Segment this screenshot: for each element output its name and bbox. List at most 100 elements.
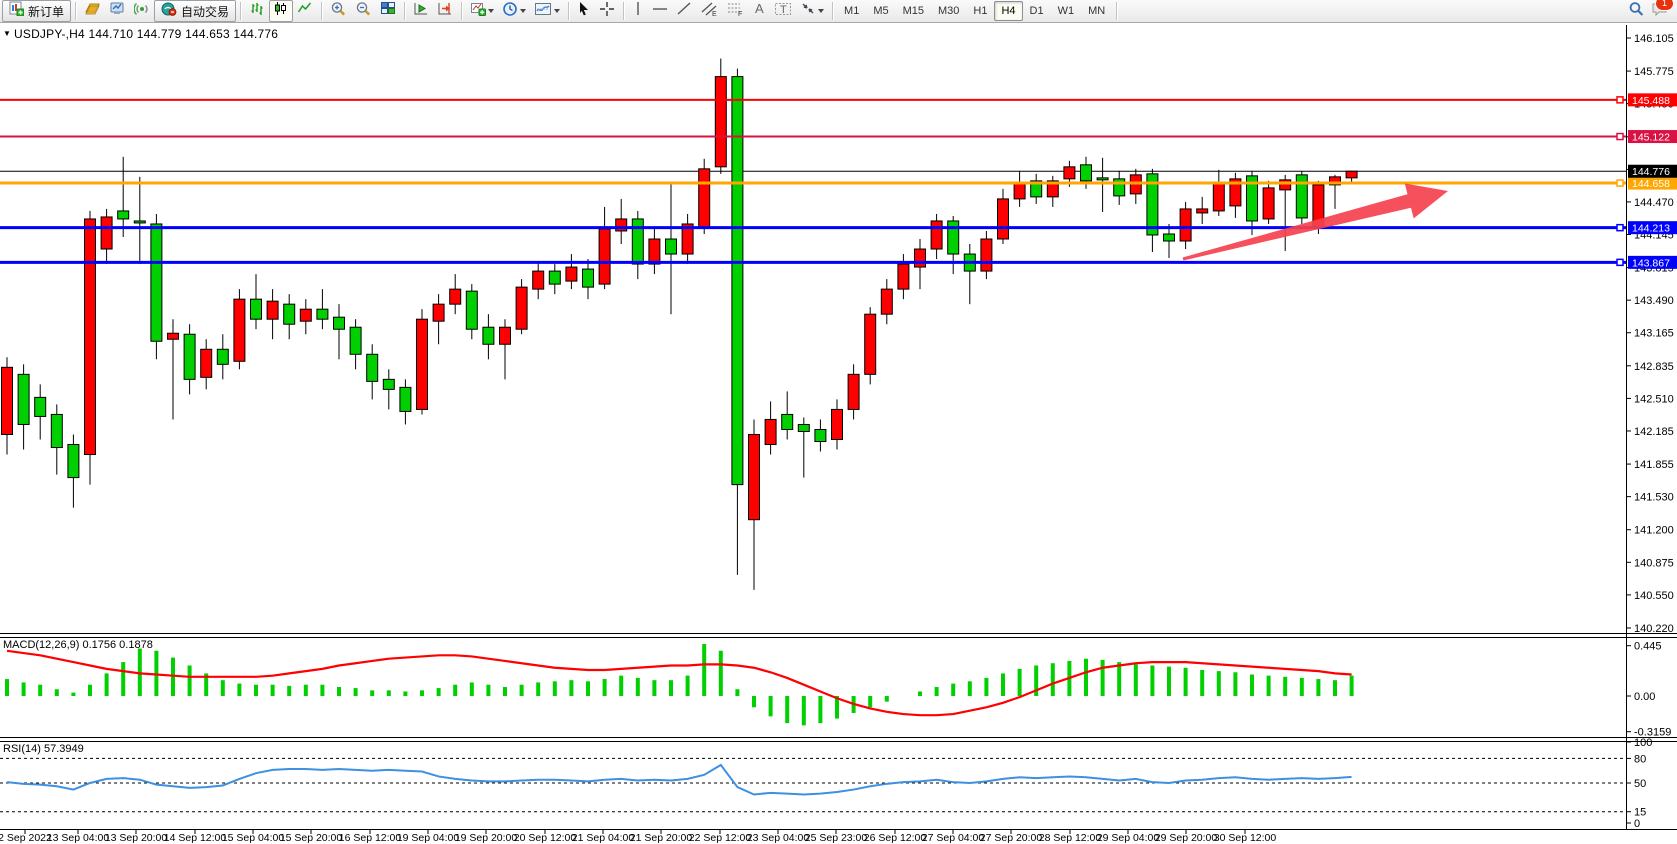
notifications-button[interactable]: 1 xyxy=(1651,0,1674,22)
chart-dropdown-icon[interactable]: ▼ xyxy=(3,29,11,38)
svg-text:27 Sep 04:00: 27 Sep 04:00 xyxy=(922,832,985,844)
svg-text:143.490: 143.490 xyxy=(1634,295,1674,307)
horizontal-lines-layer[interactable] xyxy=(0,96,1626,267)
svg-text:A: A xyxy=(755,1,764,16)
equidistant-channel-icon: E xyxy=(700,1,718,22)
indicators-button[interactable] xyxy=(466,0,498,22)
symbol-ohlc-title: USDJPY-,H4 144.710 144.779 144.653 144.7… xyxy=(14,27,279,41)
tab-timeframe-H4[interactable]: H4 xyxy=(994,1,1023,21)
arrows-tool-button[interactable] xyxy=(796,0,828,22)
auto-scroll-button[interactable] xyxy=(409,0,433,22)
rsi-indicator-label: RSI(14) 57.3949 xyxy=(3,743,84,755)
vertical-line-tool-button[interactable] xyxy=(628,0,648,22)
toolbar-separator xyxy=(623,2,625,20)
navigator-button[interactable] xyxy=(105,0,130,22)
trendline-tool-button[interactable] xyxy=(672,0,696,22)
svg-text:19 Sep 04:00: 19 Sep 04:00 xyxy=(397,832,460,844)
candlestick-chart-button[interactable] xyxy=(269,0,294,22)
periods-button[interactable] xyxy=(498,0,530,22)
price-badges: 145.488 145.122 144.658 144.213 143.867 144.7… xyxy=(1628,93,1677,269)
fibonacci-tool-button[interactable]: F xyxy=(722,0,748,22)
svg-text:141.200: 141.200 xyxy=(1634,525,1674,537)
hline-handle xyxy=(1616,96,1624,104)
tab-timeframe-W1[interactable]: W1 xyxy=(1057,5,1075,17)
tab-timeframe-M5[interactable]: M5 xyxy=(873,5,889,17)
signals-icon xyxy=(133,1,150,21)
zoom-out-button[interactable] xyxy=(351,0,376,22)
svg-text:22 Sep 12:00: 22 Sep 12:00 xyxy=(689,832,752,844)
candlestick-chart-icon xyxy=(273,1,289,21)
svg-text:0: 0 xyxy=(1634,818,1640,830)
templates-button[interactable] xyxy=(530,0,564,22)
chart-shift-icon xyxy=(437,1,453,21)
svg-text:F: F xyxy=(738,11,742,17)
svg-text:50: 50 xyxy=(1634,778,1646,790)
market-watch-button[interactable] xyxy=(80,0,105,22)
horizontal-line-tool-button[interactable] xyxy=(648,0,672,22)
svg-text:20 Sep 12:00: 20 Sep 12:00 xyxy=(514,832,577,844)
tile-windows-button[interactable] xyxy=(376,0,400,22)
auto-trading-button[interactable]: 自动交易 xyxy=(154,0,237,22)
hline-handle xyxy=(1616,258,1624,267)
toolbar-separator xyxy=(404,2,406,20)
tab-timeframe-MN[interactable]: MN xyxy=(1088,5,1106,17)
toolbar-separator xyxy=(1116,2,1118,20)
search-icon[interactable] xyxy=(1628,1,1645,22)
vertical-line-icon xyxy=(632,1,644,21)
svg-text:21 Sep 04:00: 21 Sep 04:00 xyxy=(572,832,635,844)
navigator-icon xyxy=(109,1,126,21)
bar-chart-button[interactable] xyxy=(245,0,269,22)
tile-windows-icon xyxy=(380,1,396,21)
svg-text:16 Sep 12:00: 16 Sep 12:00 xyxy=(339,832,402,844)
tab-timeframe-M1[interactable]: M1 xyxy=(844,5,860,17)
signals-button[interactable] xyxy=(130,0,154,22)
svg-text:140.875: 140.875 xyxy=(1634,557,1674,569)
zoom-in-button[interactable] xyxy=(326,0,351,22)
svg-text:144.213: 144.213 xyxy=(1632,223,1670,235)
tab-timeframe-D1[interactable]: D1 xyxy=(1029,5,1044,17)
trendline-icon xyxy=(676,1,692,21)
text-tool-icon: A xyxy=(752,1,766,21)
line-chart-button[interactable] xyxy=(293,0,317,22)
svg-text:144.470: 144.470 xyxy=(1634,197,1674,209)
svg-text:15 Sep 04:00: 15 Sep 04:00 xyxy=(222,832,285,844)
svg-text:145.122: 145.122 xyxy=(1632,132,1670,144)
fibonacci-icon: F xyxy=(726,1,744,22)
svg-text:T: T xyxy=(780,4,787,16)
cursor-tool-button[interactable] xyxy=(573,0,595,22)
line-chart-icon xyxy=(297,1,313,21)
crosshair-icon xyxy=(599,1,615,22)
horizontal-line-icon xyxy=(652,1,668,21)
annotation-arrow[interactable] xyxy=(1182,183,1448,261)
channel-tool-button[interactable]: E xyxy=(696,0,722,22)
zoom-out-icon xyxy=(355,1,372,22)
hline-handle xyxy=(1616,223,1624,232)
svg-text:2 Sep 2022: 2 Sep 2022 xyxy=(0,832,52,844)
tab-timeframe-M15[interactable]: M15 xyxy=(902,5,924,17)
tab-timeframe-M30[interactable]: M30 xyxy=(938,5,960,17)
chevron-down-icon xyxy=(488,9,495,13)
label-tool-button[interactable]: T xyxy=(770,0,796,22)
svg-text:E: E xyxy=(712,11,717,17)
svg-text:142.510: 142.510 xyxy=(1634,393,1674,405)
text-tool-button[interactable]: A xyxy=(748,0,770,22)
macd-signal-line xyxy=(6,649,1352,717)
market-watch-icon xyxy=(84,1,101,21)
chart-shift-button[interactable] xyxy=(433,0,457,22)
new-order-button[interactable]: 新订单 xyxy=(2,0,72,22)
new-order-label: 新订单 xyxy=(28,4,65,19)
rsi-levels xyxy=(0,757,1626,813)
crosshair-tool-button[interactable] xyxy=(595,0,619,22)
svg-text:145.488: 145.488 xyxy=(1632,95,1670,107)
svg-text:0.445: 0.445 xyxy=(1634,641,1662,653)
rsi-line xyxy=(6,763,1352,796)
clock-icon xyxy=(502,1,518,22)
svg-text:80: 80 xyxy=(1634,753,1646,765)
svg-text:19 Sep 20:00: 19 Sep 20:00 xyxy=(455,832,518,844)
tab-timeframe-H1[interactable]: H1 xyxy=(973,5,988,17)
price-axis[interactable]: 146.105145.775145.450145.120144.795144.4… xyxy=(1626,33,1674,635)
svg-text:140.220: 140.220 xyxy=(1634,623,1674,635)
